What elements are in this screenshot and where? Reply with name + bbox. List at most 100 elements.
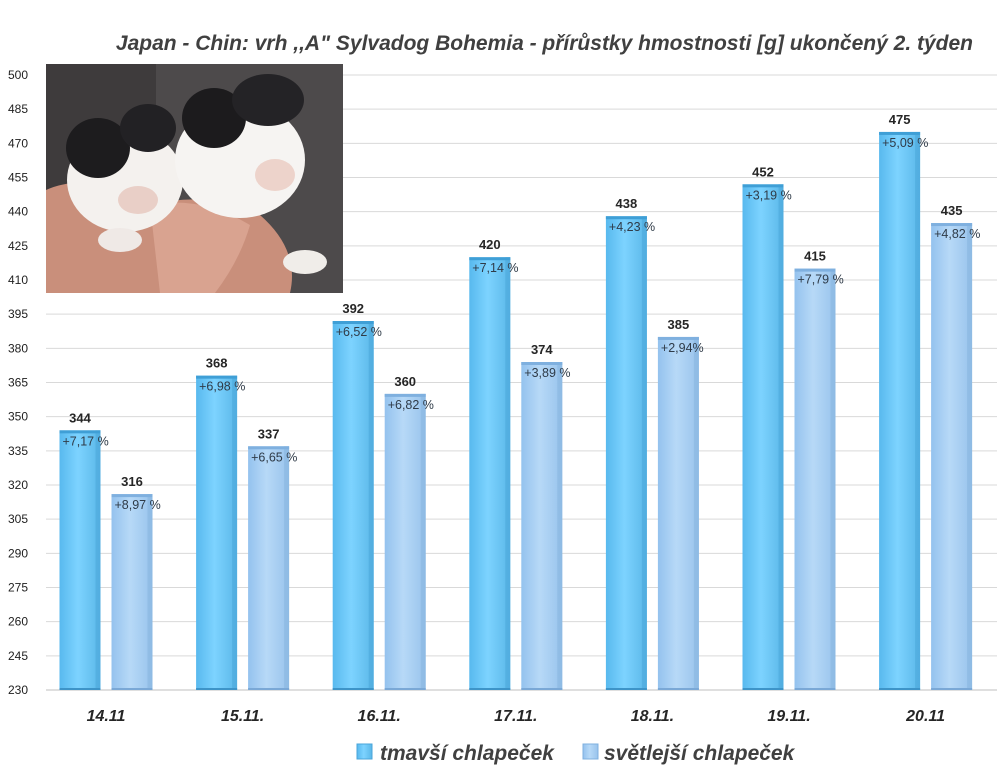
legend-label-svetlejsi: světlejší chlapeček xyxy=(604,742,796,765)
growth-label-svetlejsi-6: +4,82 % xyxy=(934,227,980,241)
value-label-tmavsi-0: 344 xyxy=(69,410,91,425)
bar-cap xyxy=(742,184,784,188)
y-tick-label: 470 xyxy=(8,136,28,150)
bar-base xyxy=(111,688,153,690)
bar-cap xyxy=(59,430,101,434)
y-tick-label: 425 xyxy=(8,239,28,253)
bar-base xyxy=(59,688,101,690)
x-tick-label-3: 17.11. xyxy=(494,708,537,725)
bar-base xyxy=(931,688,973,690)
bar-cap xyxy=(605,216,647,220)
x-tick-label-1: 15.11. xyxy=(221,708,264,725)
bar-shade xyxy=(967,223,973,691)
growth-label-tmavsi-1: +6,98 % xyxy=(199,380,245,394)
y-tick-label: 455 xyxy=(8,171,28,185)
growth-label-svetlejsi-2: +6,82 % xyxy=(388,398,434,412)
bar-shade xyxy=(641,216,647,690)
y-tick-label: 230 xyxy=(8,683,28,697)
y-tick-label: 275 xyxy=(8,581,28,595)
y-axis-ticks: 230 245 260 275 290 305 320 335 350 365 380 395 410 4… xyxy=(8,68,28,697)
value-label-tmavsi-6: 475 xyxy=(889,112,911,127)
bar-tmavsi-2 xyxy=(332,321,374,690)
y-tick-label: 350 xyxy=(8,410,28,424)
bar-svetlejsi-4 xyxy=(657,336,699,690)
bar-tmavsi-6 xyxy=(879,131,921,690)
bar-shade xyxy=(557,362,563,690)
bars xyxy=(59,131,973,691)
bar-tmavsi-4 xyxy=(605,216,647,690)
bar-base xyxy=(332,688,374,690)
bar-shade xyxy=(420,393,426,690)
value-label-svetlejsi-5: 415 xyxy=(804,249,826,264)
bar-base xyxy=(384,688,426,690)
bar-cap xyxy=(384,393,426,397)
bar-base xyxy=(879,688,921,690)
value-label-tmavsi-1: 368 xyxy=(206,356,228,371)
y-tick-label: 485 xyxy=(8,102,28,116)
y-tick-label: 320 xyxy=(8,478,28,492)
y-tick-label: 410 xyxy=(8,273,28,287)
growth-label-svetlejsi-4: +2,94% xyxy=(661,341,704,355)
y-tick-label: 245 xyxy=(8,649,28,663)
bar-shade xyxy=(505,257,511,690)
bar-tmavsi-1 xyxy=(196,375,238,690)
value-label-svetlejsi-3: 374 xyxy=(531,342,553,357)
bar-base xyxy=(742,688,784,690)
bar-tmavsi-5 xyxy=(742,184,784,691)
growth-label-svetlejsi-0: +8,97 % xyxy=(115,498,161,512)
bar-shade xyxy=(693,336,699,690)
y-tick-label: 395 xyxy=(8,307,28,321)
puppy-photo xyxy=(46,64,343,293)
value-label-tmavsi-3: 420 xyxy=(479,237,501,252)
bar-cap xyxy=(879,131,921,135)
value-label-tmavsi-2: 392 xyxy=(342,301,364,316)
growth-label-svetlejsi-1: +6,65 % xyxy=(251,450,297,464)
y-tick-label: 335 xyxy=(8,444,28,458)
bar-svetlejsi-5 xyxy=(794,268,836,690)
bar-base xyxy=(469,688,511,690)
bar-cap xyxy=(248,446,290,450)
data-labels: 344 +7,17 % 316 +8,97 % 368 +6,98 % 337 +6,65 %… xyxy=(63,112,981,512)
bar-svetlejsi-0 xyxy=(111,494,153,690)
bar-cap xyxy=(657,336,699,340)
chart-title: Japan - Chin: vrh ,,A" Sylvadog Bohemia … xyxy=(116,32,973,55)
bar-svetlejsi-1 xyxy=(248,446,290,690)
growth-label-svetlejsi-5: +7,79 % xyxy=(798,273,844,287)
y-tick-label: 380 xyxy=(8,341,28,355)
bar-shade xyxy=(232,375,238,690)
bar-cap xyxy=(196,375,238,379)
bar-tmavsi-0 xyxy=(59,430,101,690)
bar-base xyxy=(521,688,563,690)
bar-tmavsi-3 xyxy=(469,257,511,690)
y-tick-label: 365 xyxy=(8,376,28,390)
bar-cap xyxy=(521,362,563,365)
x-tick-label-6: 20.11 xyxy=(905,708,945,725)
y-tick-label: 440 xyxy=(8,205,28,219)
bar-base xyxy=(196,688,238,690)
legend-swatch-svetlejsi xyxy=(582,743,599,760)
bar-cap xyxy=(332,321,374,324)
bar-base xyxy=(605,688,647,690)
y-tick-label: 500 xyxy=(8,68,28,82)
value-label-tmavsi-4: 438 xyxy=(616,196,638,211)
bar-cap xyxy=(469,257,511,261)
growth-label-tmavsi-4: +4,23 % xyxy=(609,220,655,234)
bar-shade xyxy=(95,430,101,690)
y-tick-label: 305 xyxy=(8,512,28,526)
legend-swatch-tmavsi xyxy=(356,743,373,760)
growth-label-tmavsi-5: +3,19 % xyxy=(746,188,792,202)
bar-shade xyxy=(368,321,374,690)
legend: tmavší chlapeček světlejší chlapeček xyxy=(356,742,796,765)
bar-svetlejsi-2 xyxy=(384,393,426,690)
value-label-tmavsi-5: 452 xyxy=(752,164,774,179)
growth-label-svetlejsi-3: +3,89 % xyxy=(524,366,570,380)
bar-base xyxy=(657,688,699,690)
value-label-svetlejsi-1: 337 xyxy=(258,426,280,441)
bar-cap xyxy=(794,268,836,272)
bar-shade xyxy=(915,131,921,690)
x-axis-ticks: 14.11 15.11. 16.11. 17.11. 18.11. 19.11. 20.11 xyxy=(87,708,946,725)
x-tick-label-4: 18.11. xyxy=(631,708,674,725)
bar-svetlejsi-6 xyxy=(931,223,973,691)
